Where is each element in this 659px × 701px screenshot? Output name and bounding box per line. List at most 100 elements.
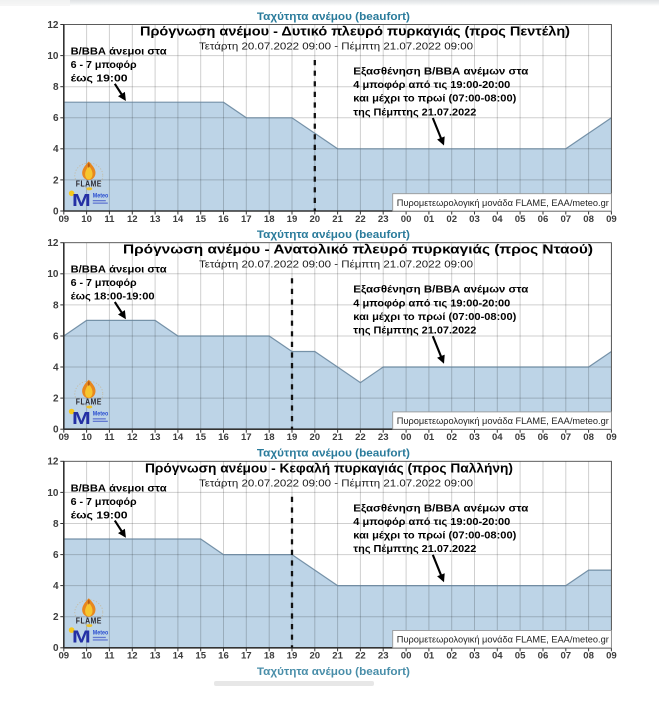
svg-text:08: 08 [583,214,594,225]
svg-text:4 μποφόρ από τις 19:00-20:00: 4 μποφόρ από τις 19:00-20:00 [353,297,510,309]
svg-text:Πρόγνωση ανέμου - Ανατολικό πλ: Πρόγνωση ανέμου - Ανατολικό πλευρό πυρκα… [123,242,593,257]
svg-text:M: M [72,191,91,210]
svg-text:12: 12 [127,214,138,225]
svg-text:M: M [72,628,91,647]
svg-text:8: 8 [53,519,59,530]
svg-text:της Πέμπτης 21.07.2022: της Πέμπτης 21.07.2022 [353,325,476,337]
svg-text:12: 12 [127,432,138,443]
svg-text:12: 12 [127,651,138,662]
svg-text:06: 06 [538,432,549,443]
svg-text:09: 09 [606,214,617,225]
svg-text:Β/ΒΒΑ άνεμοι στα: Β/ΒΒΑ άνεμοι στα [71,482,168,494]
svg-text:FLAME: FLAME [76,615,102,625]
svg-text:07: 07 [560,651,571,662]
svg-text:Εξασθένηση Β/ΒΒΑ ανέμων στα: Εξασθένηση Β/ΒΒΑ ανέμων στα [353,66,529,78]
svg-text:15: 15 [195,214,206,225]
svg-text:17: 17 [241,651,252,662]
svg-text:02: 02 [446,651,457,662]
svg-text:08: 08 [583,651,594,662]
svg-text:0: 0 [53,206,59,217]
svg-text:και μέχρι το πρωί (07:00-08:00: και μέχρι το πρωί (07:00-08:00) [353,93,516,105]
svg-text:6: 6 [53,113,59,124]
svg-text:Πρόγνωση ανέμου - Δυτικό πλευρ: Πρόγνωση ανέμου - Δυτικό πλευρό πυρκαγιά… [140,24,570,39]
svg-text:4: 4 [53,144,59,155]
svg-text:19: 19 [287,651,298,662]
svg-text:09: 09 [58,432,69,443]
svg-text:Εξασθένηση Β/ΒΒΑ ανέμων στα: Εξασθένηση Β/ΒΒΑ ανέμων στα [353,502,529,514]
svg-text:Πυρομετεωρολογική μονάδα FLAME: Πυρομετεωρολογική μονάδα FLAME, EAA/mete… [397,197,609,208]
svg-text:08: 08 [583,432,594,443]
svg-text:05: 05 [515,214,526,225]
svg-text:20: 20 [309,651,320,662]
svg-text:06: 06 [538,651,549,662]
svg-text:Β/ΒΒΑ άνεμοι στα: Β/ΒΒΑ άνεμοι στα [71,46,168,58]
svg-text:18: 18 [264,651,275,662]
svg-text:03: 03 [469,214,480,225]
svg-text:14: 14 [173,651,184,662]
svg-text:10: 10 [81,651,92,662]
svg-text:18: 18 [264,432,275,443]
svg-text:12: 12 [47,457,59,468]
svg-text:13: 13 [150,432,161,443]
svg-text:16: 16 [218,432,229,443]
svg-text:01: 01 [424,432,435,443]
svg-text:2: 2 [53,612,59,623]
svg-text:00: 00 [401,214,412,225]
svg-text:19: 19 [287,214,298,225]
svg-text:22: 22 [355,432,366,443]
svg-text:Τετάρτη 20.07.2022 09:00 - Πέμ: Τετάρτη 20.07.2022 09:00 - Πέμπτη 21.07.… [199,259,473,271]
svg-text:10: 10 [81,432,92,443]
svg-text:18: 18 [264,214,275,225]
svg-text:02: 02 [446,214,457,225]
svg-text:14: 14 [173,214,184,225]
svg-text:Ταχύτητα ανέμου (beaufort): Ταχύτητα ανέμου (beaufort) [257,229,410,241]
svg-text:6 - 7 μποφόρ: 6 - 7 μποφόρ [71,59,138,71]
svg-text:και μέχρι το πρωί (07:00-08:00: και μέχρι το πρωί (07:00-08:00) [353,530,516,542]
svg-text:01: 01 [424,651,435,662]
svg-text:10: 10 [81,214,92,225]
svg-text:21: 21 [332,651,343,662]
svg-text:01: 01 [424,214,435,225]
svg-text:07: 07 [560,214,571,225]
svg-text:10: 10 [47,269,59,280]
svg-text:και μέχρι το πρωί (07:00-08:00: και μέχρι το πρωί (07:00-08:00) [353,311,516,323]
svg-text:09: 09 [58,651,69,662]
svg-text:04: 04 [492,651,503,662]
svg-text:6 - 7 μποφόρ: 6 - 7 μποφόρ [71,496,138,508]
svg-text:04: 04 [492,432,503,443]
svg-text:έως 19:00: έως 19:00 [71,509,128,521]
svg-text:M: M [72,409,91,428]
svg-text:03: 03 [469,651,480,662]
svg-text:02: 02 [446,432,457,443]
svg-text:Meteo: Meteo [93,193,109,200]
svg-text:Meteo: Meteo [93,411,109,418]
svg-text:8: 8 [53,82,59,93]
svg-text:04: 04 [492,214,503,225]
svg-text:2: 2 [53,175,59,186]
svg-text:07: 07 [560,432,571,443]
svg-text:15: 15 [195,432,206,443]
svg-text:6: 6 [53,550,59,561]
svg-text:05: 05 [515,432,526,443]
svg-text:έως 18:00-19:00: έως 18:00-19:00 [71,291,155,303]
svg-text:Πυρομετεωρολογική μονάδα FLAME: Πυρομετεωρολογική μονάδα FLAME, EAA/mete… [397,415,609,426]
svg-text:22: 22 [355,214,366,225]
svg-text:05: 05 [515,651,526,662]
svg-text:4 μποφόρ από τις 19:00-20:00: 4 μποφόρ από τις 19:00-20:00 [353,79,510,91]
svg-text:03: 03 [469,432,480,443]
svg-text:00: 00 [401,432,412,443]
svg-text:17: 17 [241,214,252,225]
svg-text:12: 12 [47,238,59,249]
svg-text:13: 13 [150,651,161,662]
svg-text:4 μποφόρ από τις 19:00-20:00: 4 μποφόρ από τις 19:00-20:00 [353,516,510,528]
svg-text:09: 09 [58,214,69,225]
svg-text:16: 16 [218,214,229,225]
svg-text:Πρόγνωση ανέμου - Κεφαλή πυρκα: Πρόγνωση ανέμου - Κεφαλή πυρκαγιάς (προς… [145,460,513,475]
svg-text:06: 06 [538,214,549,225]
svg-text:8: 8 [53,300,59,311]
svg-text:2: 2 [53,394,59,405]
svg-text:13: 13 [150,214,161,225]
svg-text:09: 09 [606,651,617,662]
svg-text:19: 19 [287,432,298,443]
svg-text:21: 21 [332,214,343,225]
